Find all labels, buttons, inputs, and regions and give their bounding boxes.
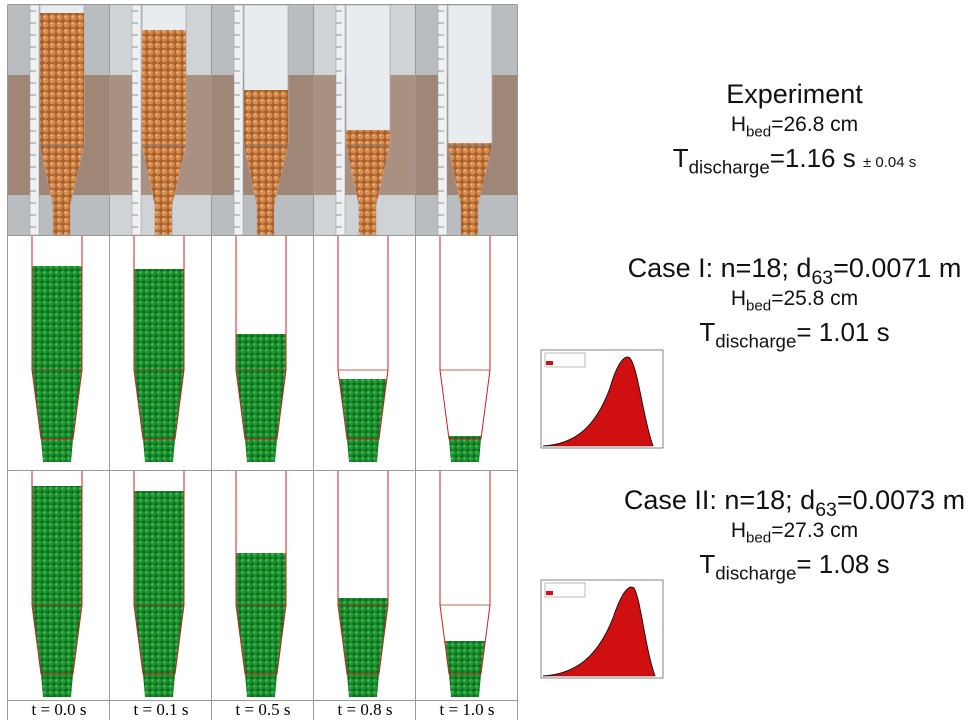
ruler — [234, 5, 243, 235]
value: =26.8 cm — [771, 113, 858, 136]
value: = 1.08 s — [796, 549, 889, 579]
text: Case I: n=18; d — [628, 253, 812, 283]
value: =27.3 cm — [771, 519, 858, 542]
subscript: bed — [746, 297, 771, 314]
subscript: bed — [746, 529, 771, 546]
bed-height: Hbed=26.8 cm — [620, 110, 969, 140]
time-label: t = 0.5 s — [212, 700, 314, 720]
text: Case II: n=18; d — [624, 485, 815, 515]
bed-height: Hbed=27.3 cm — [620, 516, 969, 546]
size-histogram — [535, 578, 667, 688]
symbol: T — [699, 549, 715, 579]
particle-bed — [445, 641, 486, 697]
error: ± 0.04 s — [863, 154, 916, 171]
value: =25.8 cm — [771, 287, 858, 310]
subscript: discharge — [715, 331, 796, 352]
discharge-time: Tdischarge= 1.01 s — [620, 314, 969, 350]
symbol: H — [731, 287, 746, 310]
case-block: Case I: n=18; d63=0.0071 m Hbed=25.8 cm … — [620, 252, 969, 350]
experiment-title: Experiment — [620, 78, 969, 110]
subscript: discharge — [715, 563, 796, 584]
ruler — [132, 5, 141, 235]
discharge-time: Tdischarge=1.16 s ± 0.04 s — [620, 140, 969, 181]
text: =0.0073 m — [837, 485, 965, 515]
ruler — [30, 5, 39, 235]
symbol: H — [731, 113, 746, 136]
time-label: t = 0.8 s — [314, 700, 416, 720]
ruler — [336, 5, 345, 235]
time-label: t = 1.0 s — [416, 700, 518, 720]
text: =0.0071 m — [833, 253, 961, 283]
particle-bed — [449, 436, 482, 462]
symbol: T — [699, 317, 715, 347]
subscript: bed — [746, 123, 771, 140]
sim-background — [416, 236, 517, 466]
case-block: Case II: n=18; d63=0.0073 m Hbed=27.3 cm… — [620, 484, 969, 582]
case-title: Case I: n=18; d63=0.0071 m — [620, 252, 969, 284]
bed-height: Hbed=25.8 cm — [620, 284, 969, 314]
ruler — [438, 5, 447, 235]
time-label: t = 0.1 s — [110, 700, 212, 720]
subscript: discharge — [689, 157, 770, 178]
experiment-block: Experiment Hbed=26.8 cm Tdischarge=1.16 … — [620, 78, 969, 181]
figure: Experiment Hbed=26.8 cm Tdischarge=1.16 … — [0, 0, 969, 720]
snapshot-grid — [0, 0, 520, 720]
symbol: H — [731, 519, 746, 542]
value: = 1.01 s — [796, 317, 889, 347]
case-title: Case II: n=18; d63=0.0073 m — [620, 484, 969, 516]
symbol: T — [673, 143, 689, 173]
size-histogram — [535, 348, 667, 458]
discharge-time: Tdischarge= 1.08 s — [620, 546, 969, 582]
value: =1.16 s — [770, 143, 856, 173]
time-label: t = 0.0 s — [8, 700, 110, 720]
